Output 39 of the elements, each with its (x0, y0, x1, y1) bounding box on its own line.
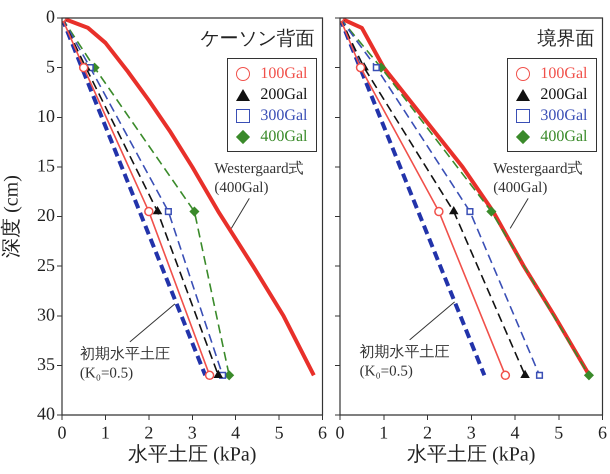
x-tick-label: 3 (466, 422, 476, 443)
legend-label: 300Gal (540, 106, 588, 124)
x-tick-label: 1 (379, 422, 388, 443)
legend-label: 400Gal (540, 128, 588, 146)
y-axis-title: 深度 (cm) (0, 175, 22, 258)
x-axis-title: 水平土圧 (kPa) (407, 443, 536, 466)
legend-label: 300Gal (260, 106, 308, 124)
legend-label: 100Gal (260, 64, 308, 82)
y-tick-label: 35 (37, 354, 55, 374)
y-tick-label: 20 (37, 205, 55, 226)
y-tick-label: 40 (37, 404, 55, 424)
y-tick-label: 10 (37, 106, 55, 126)
text: ケーソン背面 (200, 28, 314, 50)
y-tick-label: 0 (46, 6, 55, 27)
x-tick-label: 4 (510, 422, 520, 443)
x-tick-label: 5 (554, 422, 564, 443)
x-axis-title: 水平土圧 (kPa) (128, 443, 256, 466)
x-tick-label: 6 (598, 422, 607, 443)
y-tick-label: 25 (37, 254, 55, 275)
x-tick-label: 6 (318, 422, 327, 443)
legend-label: 100Gal (540, 64, 588, 82)
x-tick-label: 1 (100, 422, 110, 443)
annotation: Westergaard式 (400Gal) (493, 160, 582, 196)
x-tick-label: 2 (144, 422, 154, 443)
legend-label: 200Gal (260, 86, 308, 104)
y-tick-label: 5 (46, 56, 55, 76)
x-tick-label: 3 (188, 422, 197, 443)
x-tick-label: 4 (231, 422, 240, 443)
text: 境界面 (536, 27, 594, 50)
legend-label: 200Gal (540, 86, 588, 104)
y-tick-label: 30 (37, 304, 55, 324)
annotation: Westergaard式 (400Gal) (214, 160, 304, 196)
legend-label: 400Gal (260, 128, 308, 146)
annotation: 初期水平土圧 (K₀=0.5) (360, 343, 450, 380)
annotation: 初期水平土圧 (K₀=0.5) (80, 345, 170, 382)
x-tick-label: 2 (423, 422, 432, 443)
x-tick-label: 5 (274, 422, 284, 443)
x-tick-label: 0 (336, 422, 344, 443)
y-tick-label: 15 (37, 156, 55, 176)
